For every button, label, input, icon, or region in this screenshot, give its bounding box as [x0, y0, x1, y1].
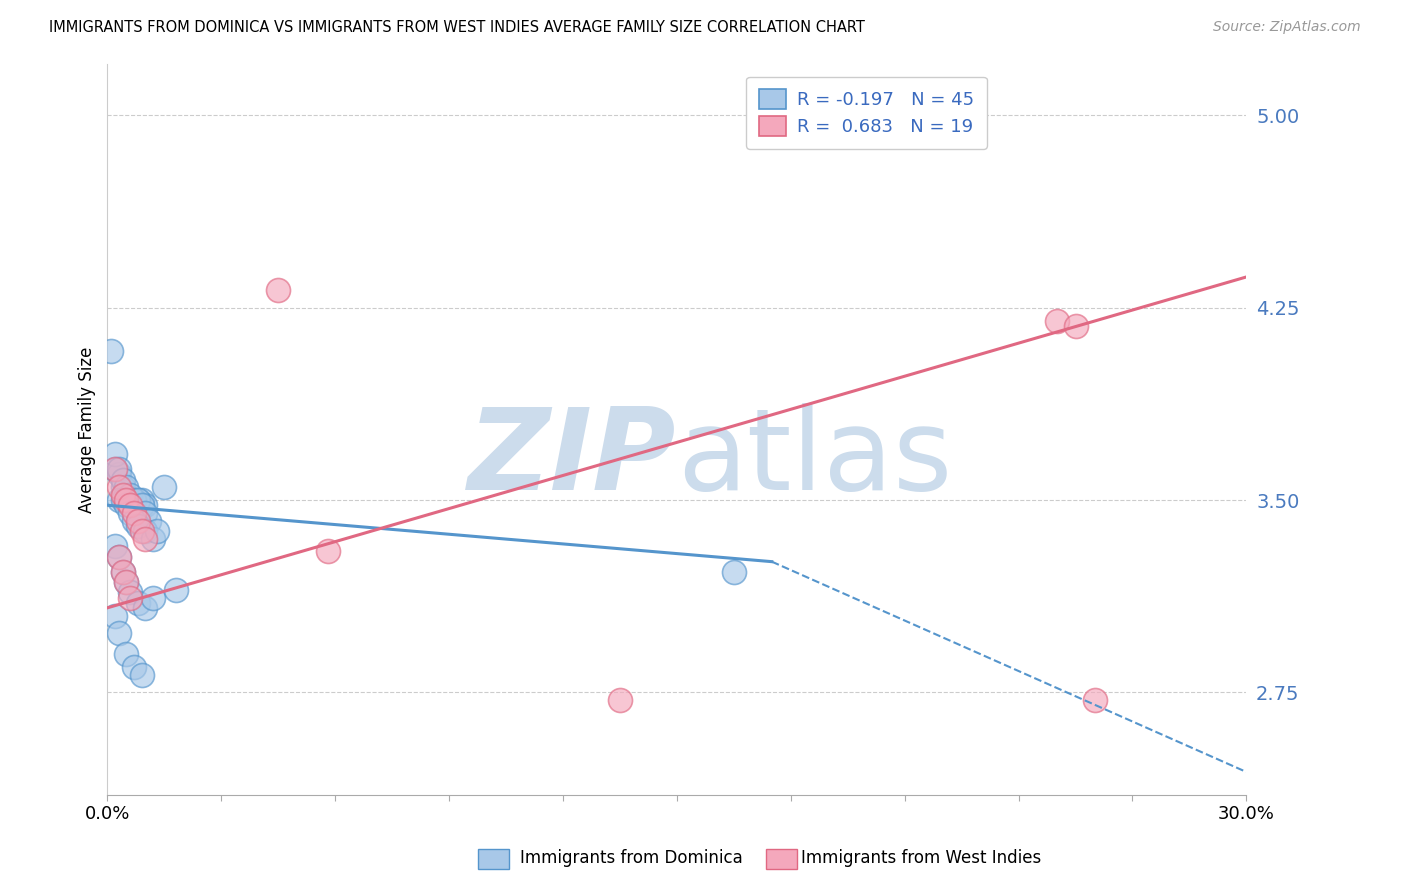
Point [115, 480, 138, 494]
Point [115, 575, 138, 590]
Point [104, 608, 127, 623]
Point [120, 488, 142, 502]
Point [1083, 693, 1105, 707]
Point [134, 524, 156, 538]
Point [122, 493, 145, 508]
Point [115, 493, 138, 508]
Text: ZIP: ZIP [468, 403, 676, 515]
Point [104, 462, 127, 476]
Point [107, 626, 129, 640]
Text: IMMIGRANTS FROM DOMINICA VS IMMIGRANTS FROM WEST INDIES AVERAGE FAMILY SIZE CORR: IMMIGRANTS FROM DOMINICA VS IMMIGRANTS F… [49, 20, 865, 35]
Point [127, 493, 149, 508]
Text: atlas: atlas [676, 403, 952, 515]
Point [127, 514, 149, 528]
Point [127, 518, 149, 533]
Point [723, 565, 745, 579]
Point [1064, 318, 1087, 333]
Legend: R = -0.197   N = 45, R =  0.683   N = 19: R = -0.197 N = 45, R = 0.683 N = 19 [747, 77, 987, 149]
Point [111, 565, 134, 579]
Point [107, 549, 129, 564]
Point [111, 473, 134, 487]
Point [142, 532, 165, 546]
Point [131, 493, 153, 508]
Point [120, 591, 142, 605]
Point [111, 493, 134, 508]
Point [120, 585, 142, 599]
Point [267, 283, 290, 297]
Point [107, 493, 129, 508]
Point [104, 539, 127, 553]
Point [100, 344, 122, 359]
Point [609, 693, 631, 707]
Point [115, 647, 138, 661]
Point [120, 498, 142, 512]
Point [134, 600, 156, 615]
Point [122, 506, 145, 520]
Point [165, 582, 187, 597]
Point [316, 544, 339, 558]
Point [115, 575, 138, 590]
Point [107, 467, 129, 482]
Point [134, 532, 156, 546]
Point [145, 524, 167, 538]
Point [127, 596, 149, 610]
Point [120, 493, 142, 508]
Y-axis label: Average Family Size: Average Family Size [79, 346, 96, 513]
Point [131, 524, 153, 538]
Point [131, 667, 153, 681]
Point [127, 493, 149, 508]
Point [107, 480, 129, 494]
Point [107, 549, 129, 564]
Text: Source: ZipAtlas.com: Source: ZipAtlas.com [1213, 20, 1361, 34]
Point [138, 514, 160, 528]
Point [111, 480, 134, 494]
Point [111, 488, 134, 502]
Point [1045, 313, 1067, 327]
Point [131, 498, 153, 512]
Point [120, 506, 142, 520]
Text: Immigrants from Dominica: Immigrants from Dominica [520, 849, 742, 867]
Point [134, 498, 156, 512]
Point [122, 514, 145, 528]
Point [104, 462, 127, 476]
Point [115, 498, 138, 512]
Point [104, 447, 127, 461]
Point [111, 565, 134, 579]
Point [115, 488, 138, 502]
Point [122, 660, 145, 674]
Point [107, 462, 129, 476]
Point [122, 493, 145, 508]
Text: Immigrants from West Indies: Immigrants from West Indies [801, 849, 1042, 867]
Point [153, 480, 176, 494]
Point [134, 506, 156, 520]
Point [142, 591, 165, 605]
